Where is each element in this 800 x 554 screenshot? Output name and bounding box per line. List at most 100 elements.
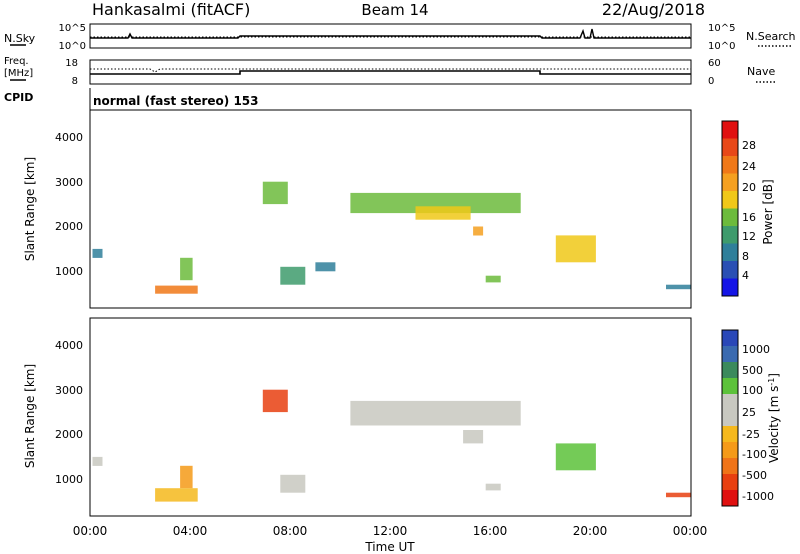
- power-range-tick: 2000: [55, 220, 83, 233]
- velocity-region: [262, 389, 288, 413]
- time-tick: 12:00: [373, 524, 408, 538]
- power-regions: [92, 181, 691, 294]
- time-tick: 00:00: [673, 524, 708, 538]
- power-bar-tick: 16: [742, 211, 756, 224]
- velocity-colorbar: 1000 500 100 25 -25 -100 -500 -1000 Velo…: [721, 329, 781, 507]
- velocity-bar-block: [722, 458, 738, 475]
- noise-left-tick-bottom: 10^0: [59, 41, 86, 52]
- power-bar-tick: 8: [742, 250, 749, 263]
- velocity-bar-tick: -100: [742, 448, 767, 461]
- velocity-region: [350, 400, 521, 426]
- power-colorbar: 4 8 12 16 20 24 28 Power [dB]: [721, 120, 775, 297]
- velocity-bar-block: [722, 410, 738, 427]
- velocity-region: [180, 465, 193, 489]
- power-bar-label: Power [dB]: [761, 179, 775, 244]
- velocity-regions: [92, 389, 691, 502]
- power-range-ticks: 1000 2000 3000 4000: [55, 131, 83, 278]
- velocity-range-tick: 1000: [55, 473, 83, 486]
- power-bar-block: [722, 121, 738, 139]
- noise-right-tick-bottom: 10^0: [708, 41, 735, 52]
- power-bar-block: [722, 243, 738, 262]
- power-bar-block: [722, 261, 738, 279]
- power-region: [555, 235, 596, 263]
- velocity-bar-block: [722, 394, 738, 411]
- velocity-panel: 1000 2000 3000 4000 Slant Range [km]: [23, 317, 692, 517]
- power-region: [666, 284, 691, 290]
- power-bar-block: [722, 191, 738, 209]
- freq-left-tick-bottom: 8: [72, 76, 78, 87]
- velocity-bar-tick: -25: [742, 428, 760, 441]
- nave-right-tick-top: 60: [708, 58, 721, 69]
- noise-right-tick-top: 10^5: [708, 23, 735, 34]
- noise-sky-label: N.Sky: [4, 32, 36, 45]
- date-title: 22/Aug/2018: [602, 0, 705, 19]
- time-axis-label: Time UT: [364, 540, 415, 554]
- noise-search-label: N.Search: [746, 30, 796, 43]
- power-range-tick: 3000: [55, 176, 83, 189]
- power-region: [415, 206, 471, 220]
- time-tick: 04:00: [173, 524, 208, 538]
- nave-label: Nave: [747, 65, 775, 78]
- velocity-bar-tick: -500: [742, 469, 767, 482]
- time-tick: 16:00: [473, 524, 508, 538]
- power-bar-block: [722, 278, 738, 297]
- velocity-bar-tick: 1000: [742, 343, 770, 356]
- velocity-bar-block: [722, 474, 738, 491]
- time-tick: 00:00: [73, 524, 108, 538]
- velocity-bar-block: [722, 442, 738, 459]
- velocity-bar-block: [722, 426, 738, 443]
- velocity-bar-block: [722, 362, 738, 379]
- power-bar-block: [722, 138, 738, 157]
- power-bar-block: [722, 156, 738, 174]
- velocity-range-tick: 2000: [55, 428, 83, 441]
- power-range-tick: 4000: [55, 131, 83, 144]
- power-region: [280, 266, 306, 285]
- noise-left-tick-top: 10^5: [59, 23, 86, 34]
- freq-panel: Freq. [MHz] 18 8 60 0 Nave: [4, 56, 776, 87]
- power-bar-block: [722, 173, 738, 192]
- velocity-bar-tick: 100: [742, 384, 763, 397]
- power-range-tick: 1000: [55, 265, 83, 278]
- velocity-bar-block: [722, 346, 738, 363]
- velocity-range-ticks: 1000 2000 3000 4000: [55, 339, 83, 486]
- power-range-label: Slant Range [km]: [23, 157, 37, 261]
- velocity-bar-tick: 25: [742, 406, 756, 419]
- time-tick: 20:00: [573, 524, 608, 538]
- power-panel: 1000 2000 3000 4000 Slant Range [km]: [23, 109, 692, 309]
- nave-trace: [90, 68, 691, 73]
- power-region: [485, 275, 501, 283]
- velocity-region: [485, 483, 501, 491]
- noise-panel: N.Sky 10^5 10^0 10^5 10^0 N.Search: [4, 23, 796, 52]
- cpid-label: CPID: [4, 91, 33, 104]
- power-region: [315, 262, 336, 272]
- velocity-range-label: Slant Range [km]: [23, 364, 37, 468]
- time-axis: 00:00 04:00 08:00 12:00 16:00 20:00 00:0…: [73, 524, 708, 554]
- velocity-bar-ticks: 1000 500 100 25 -25 -100 -500 -1000: [742, 343, 774, 503]
- power-region: [262, 181, 288, 205]
- power-region: [350, 192, 521, 214]
- freq-label-2: [MHz]: [4, 68, 33, 79]
- velocity-region: [463, 430, 484, 444]
- velocity-region: [555, 443, 596, 471]
- velocity-bar-block: [722, 330, 738, 347]
- cpid-mode: normal (fast stereo) 153: [93, 94, 259, 108]
- time-tick: 08:00: [273, 524, 308, 538]
- velocity-bar-block: [722, 378, 738, 395]
- power-bar-tick: 12: [742, 230, 756, 243]
- power-bar-tick: 24: [742, 160, 756, 173]
- freq-left-tick-top: 18: [65, 58, 78, 69]
- station-title: Hankasalmi (fitACF): [92, 0, 250, 19]
- power-bar-ticks: 4 8 12 16 20 24 28: [742, 139, 756, 282]
- freq-label-1: Freq.: [4, 56, 29, 67]
- beam-title: Beam 14: [361, 1, 428, 19]
- velocity-bar-tick: 500: [742, 364, 763, 377]
- velocity-region: [92, 456, 103, 466]
- velocity-region: [666, 492, 691, 498]
- power-region: [473, 226, 484, 236]
- power-bar-tick: 4: [742, 269, 749, 282]
- power-region: [92, 248, 103, 258]
- velocity-region: [280, 474, 306, 493]
- power-bar-block: [722, 208, 738, 227]
- power-region: [155, 285, 198, 294]
